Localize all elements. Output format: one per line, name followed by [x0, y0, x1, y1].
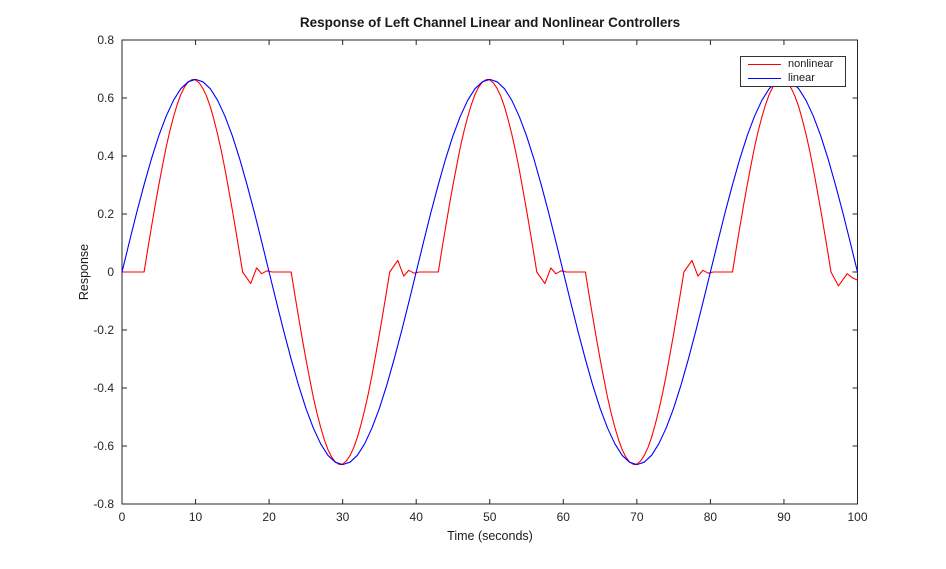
plot-border — [121, 39, 858, 505]
y-tick-label: -0.8 — [93, 497, 114, 511]
x-tick-label: 10 — [189, 510, 203, 524]
y-tick-label: 0.4 — [97, 149, 114, 163]
series-line-linear — [121, 78, 859, 466]
x-axis-label: Time (seconds) — [447, 529, 533, 543]
y-tick-label: 0.2 — [97, 207, 114, 221]
y-tick-label: 0.6 — [97, 91, 114, 105]
legend-label-linear: linear — [788, 71, 815, 84]
y-tick-label: -0.4 — [93, 381, 114, 395]
x-tick-label: 80 — [704, 510, 718, 524]
x-tick-label: 50 — [483, 510, 497, 524]
legend-item-linear: linear — [741, 72, 845, 86]
x-tick-label: 0 — [119, 510, 126, 524]
x-tick-label: 40 — [410, 510, 424, 524]
y-axis-ticks: -0.8 -0.6 -0.4 -0.2 0 0.2 0.4 0.6 0.8 — [93, 33, 858, 511]
x-tick-label: 20 — [262, 510, 276, 524]
legend-line-sample-nonlinear — [748, 64, 781, 66]
x-axis-ticks: 0 10 20 30 40 50 60 70 80 90 100 — [119, 40, 868, 524]
y-tick-label: -0.2 — [93, 323, 114, 337]
y-tick-label: 0 — [107, 265, 114, 279]
y-axis-label: Response — [77, 243, 91, 301]
x-tick-label: 60 — [557, 510, 571, 524]
x-tick-label: 100 — [847, 510, 867, 524]
legend-item-nonlinear: nonlinear — [741, 58, 845, 72]
legend-box: nonlinear linear — [740, 56, 846, 87]
legend-line-sample-linear — [748, 77, 781, 79]
chart-title: Response of Left Channel Linear and Nonl… — [299, 15, 681, 30]
legend-label-nonlinear: nonlinear — [788, 58, 834, 70]
y-tick-label: 0.8 — [97, 33, 114, 47]
x-tick-label: 30 — [336, 510, 350, 524]
x-tick-label: 90 — [777, 510, 791, 524]
series-line-nonlinear — [121, 78, 859, 466]
x-tick-label: 70 — [630, 510, 644, 524]
y-tick-label: -0.6 — [93, 439, 114, 453]
